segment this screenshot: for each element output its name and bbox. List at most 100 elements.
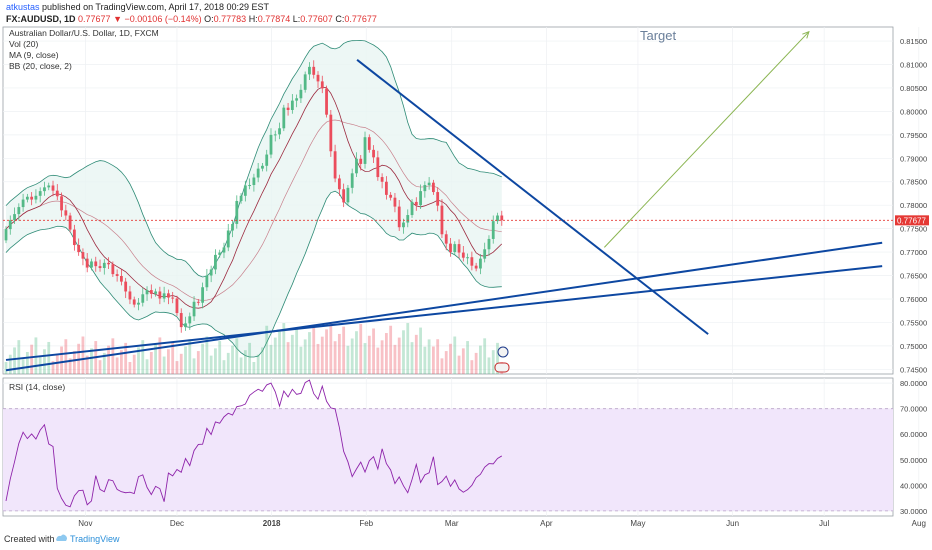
volume-bar <box>179 353 183 374</box>
volume-bar <box>209 355 213 374</box>
candle-body <box>457 244 461 253</box>
legend-ma[interactable]: MA (9, close) <box>9 50 59 60</box>
candle-body <box>406 215 410 223</box>
legend-vol[interactable]: Vol (20) <box>9 39 38 49</box>
candle-body <box>290 100 294 110</box>
rsi-tick: 50.0000 <box>900 456 927 465</box>
volume-bar <box>457 355 461 374</box>
volume-bar <box>60 346 63 374</box>
candle-body <box>141 294 145 303</box>
time-tick: 2018 <box>263 519 281 528</box>
candles <box>4 60 504 333</box>
volume-bar <box>8 354 12 374</box>
price-tick: 0.81000 <box>900 61 927 70</box>
candle-body <box>231 223 234 231</box>
flag-au-icon[interactable] <box>497 346 509 358</box>
candle-body <box>38 191 42 196</box>
tradingview-logo-icon <box>55 532 68 546</box>
candle-body <box>282 107 286 129</box>
price-tick: 0.80500 <box>900 84 927 93</box>
flag-us-icon[interactable] <box>494 362 510 373</box>
candle-body <box>137 302 140 305</box>
volume-bar <box>419 327 422 374</box>
candle-body <box>419 191 422 206</box>
volume-bar <box>474 352 478 374</box>
candle-body <box>355 158 358 174</box>
volume-bar <box>406 323 410 374</box>
volume-bar <box>427 339 431 374</box>
candle-body <box>269 134 273 155</box>
volume-bar <box>342 326 346 374</box>
bb-upper <box>5 40 502 278</box>
volume-bar <box>286 342 290 374</box>
volume-bar <box>491 350 495 374</box>
volume-bar <box>376 347 380 374</box>
volume-bar <box>303 339 307 374</box>
candle-body <box>119 275 123 282</box>
author-link[interactable]: atkustas <box>6 2 40 12</box>
rsi-legend[interactable]: RSI (14, close) <box>9 382 65 392</box>
candle-body <box>8 220 12 230</box>
candle-body <box>64 210 68 216</box>
volume-bar <box>466 341 469 374</box>
price-tick: 0.77500 <box>900 225 927 234</box>
high-value: 0.77874 <box>257 14 291 24</box>
price-tag-bg <box>895 215 929 226</box>
candle-body <box>77 245 81 253</box>
candle-body <box>479 258 482 269</box>
volume-bar <box>453 336 457 374</box>
candle-body <box>154 291 157 294</box>
target-arrow[interactable] <box>603 30 810 248</box>
candle-body <box>47 185 51 188</box>
trendlines[interactable] <box>5 59 883 372</box>
candle-body <box>329 114 333 152</box>
trendline <box>356 59 709 335</box>
volume-bar <box>184 346 187 374</box>
volume-bar <box>423 346 427 374</box>
volume-bar <box>436 339 440 374</box>
rsi-tick: 30.0000 <box>900 507 927 516</box>
ma-line <box>5 86 503 309</box>
rsi-tick: 70.0000 <box>900 405 927 414</box>
volume-bar <box>4 362 8 374</box>
candle-body <box>380 177 384 182</box>
volume-bar <box>162 356 166 374</box>
event-flags[interactable] <box>494 346 510 373</box>
candle-body <box>235 200 239 224</box>
candle-body <box>256 168 260 178</box>
volume-bar <box>141 340 145 374</box>
candle-body <box>90 261 93 268</box>
candle-body <box>389 194 393 198</box>
volume-bar <box>158 337 162 374</box>
volume-bar <box>282 323 286 374</box>
last-price: 0.77677 <box>78 14 111 24</box>
volume-bar <box>214 348 217 374</box>
candle-body <box>248 185 252 187</box>
volume-bar <box>119 350 123 374</box>
volume-bar <box>30 344 34 374</box>
symbol-label: FX:AUDUSD, 1D <box>6 14 76 24</box>
volume-bar <box>414 334 418 374</box>
candle-body <box>209 269 213 276</box>
candle-body <box>111 264 115 275</box>
tradingview-link[interactable]: TradingView <box>70 534 120 544</box>
candle-body <box>201 287 205 303</box>
candle-body <box>30 196 34 200</box>
axes: 0.81500 0.81000 0.80500 0.80000 0.79500 0.790… <box>78 37 927 528</box>
candle-body <box>218 252 222 255</box>
legend-bb[interactable]: BB (20, close, 2) <box>9 61 72 71</box>
volume-bar <box>51 361 55 374</box>
candle-body <box>436 192 440 206</box>
candle-body <box>449 243 452 253</box>
candle-body <box>453 244 457 253</box>
rsi-path <box>5 379 503 508</box>
low-label: L: <box>292 14 301 24</box>
candle-body <box>239 195 243 201</box>
volume-bar <box>43 349 46 374</box>
candle-body <box>184 323 187 328</box>
low-value: 0.77607 <box>300 14 333 24</box>
candle-body <box>466 257 469 259</box>
candle-body <box>402 222 405 228</box>
candle-body <box>278 128 281 135</box>
